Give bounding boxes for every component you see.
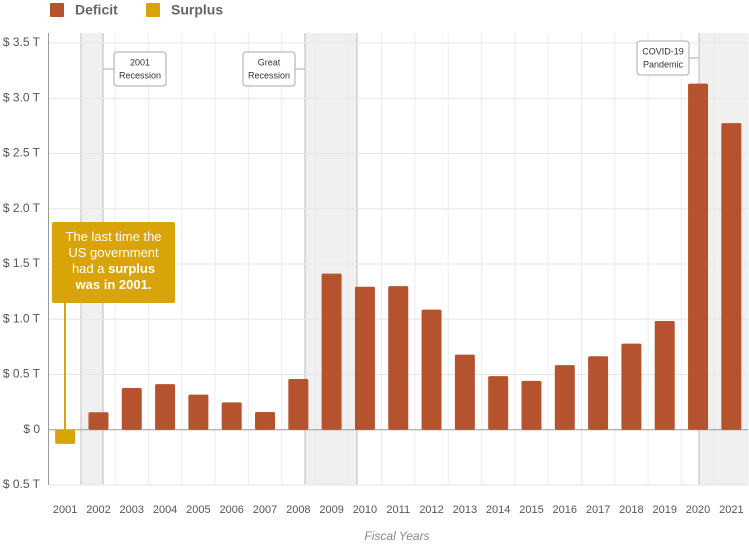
- bar: [88, 412, 109, 430]
- y-tick-label: $ 3.0 T: [3, 90, 41, 104]
- bar: [255, 411, 276, 430]
- x-tick-label: 2019: [652, 504, 676, 516]
- x-tick-label: 2021: [719, 504, 743, 516]
- bar: [388, 286, 409, 430]
- y-tick-label: $ 0: [23, 422, 40, 436]
- bar: [421, 309, 442, 430]
- y-tick-label: $ 2.5 T: [3, 146, 41, 160]
- bar: [188, 394, 209, 430]
- bar: [621, 343, 642, 430]
- legend-swatch: [146, 3, 160, 17]
- annotation-text: Recession: [248, 70, 290, 80]
- annotation-text: COVID-19: [642, 46, 684, 56]
- y-tick-label: $ 0.5 T: [3, 367, 41, 381]
- x-axis-title: Fiscal Years: [364, 529, 429, 543]
- x-tick-label: 2020: [686, 504, 710, 516]
- y-tick-label: $ 3.5 T: [3, 35, 41, 49]
- bar: [721, 123, 742, 430]
- bar: [654, 321, 675, 430]
- x-tick-label: 2002: [86, 504, 110, 516]
- x-tick-label: 2009: [319, 504, 343, 516]
- x-tick-label: 2001: [53, 504, 77, 516]
- callout-text: The last time the US government had a: [65, 229, 162, 276]
- annotation-text: 2001: [130, 57, 150, 67]
- callout: The last time the US government had a su…: [52, 222, 175, 303]
- legend-label: Surplus: [171, 2, 223, 18]
- bar: [554, 365, 575, 430]
- x-tick-label: 2011: [386, 504, 410, 516]
- annotation-text: Pandemic: [643, 59, 684, 69]
- x-tick-label: 2003: [120, 504, 144, 516]
- y-tick-label: $ 0.5 T: [3, 477, 41, 491]
- x-tick-label: 2005: [186, 504, 210, 516]
- callout-text: surplus was in 2001.: [75, 261, 156, 292]
- bar: [588, 356, 609, 430]
- x-tick-label: 2007: [253, 504, 277, 516]
- bar: [521, 380, 542, 430]
- y-tick-label: $ 1.5 T: [3, 256, 41, 270]
- bar: [688, 83, 709, 430]
- x-tick-label: 2008: [286, 504, 310, 516]
- x-tick-label: 2006: [219, 504, 243, 516]
- annotation-box: [113, 51, 167, 87]
- x-tick-label: 2018: [619, 504, 643, 516]
- x-tick-label: 2017: [586, 504, 610, 516]
- x-tick-label: 2016: [553, 504, 577, 516]
- x-tick-label: 2015: [519, 504, 543, 516]
- bar: [454, 354, 475, 430]
- annotation-text: Great: [258, 57, 281, 67]
- annotation-box: [636, 40, 690, 76]
- y-tick-label: $ 1.0 T: [3, 311, 41, 325]
- x-tick-label: 2010: [353, 504, 377, 516]
- bar: [55, 429, 76, 444]
- bar: [121, 387, 142, 430]
- legend-label: Deficit: [75, 2, 118, 18]
- bar: [221, 402, 242, 430]
- legend-swatch: [50, 3, 64, 17]
- bar: [288, 379, 309, 430]
- annotation-box: [242, 51, 296, 87]
- x-tick-label: 2012: [419, 504, 443, 516]
- bar: [488, 376, 509, 430]
- x-tick-label: 2013: [453, 504, 477, 516]
- y-tick-label: $ 2.0 T: [3, 201, 41, 215]
- bar: [155, 384, 176, 430]
- x-tick-label: 2014: [486, 504, 510, 516]
- annotation-text: Recession: [119, 70, 161, 80]
- bar: [321, 273, 342, 430]
- x-tick-label: 2004: [153, 504, 177, 516]
- bar: [354, 286, 375, 430]
